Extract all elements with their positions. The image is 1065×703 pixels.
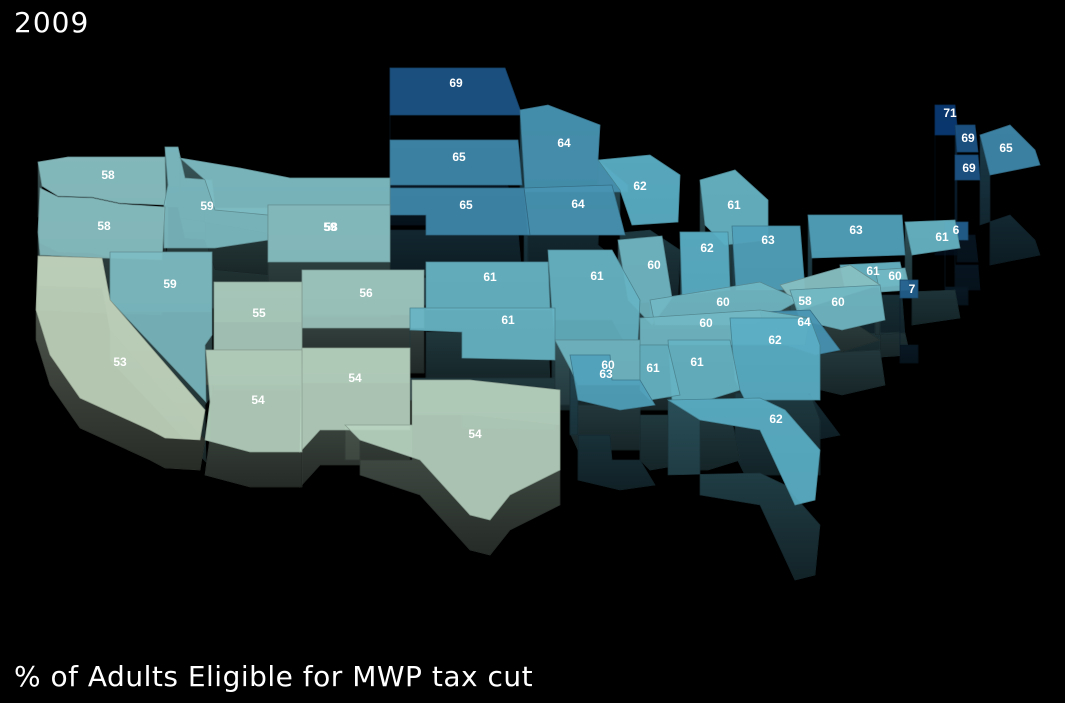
value-label-de: 7 [909,282,916,296]
state-wy[interactable] [267,204,391,263]
state-tops [35,67,1041,521]
value-label-sc: 64 [797,315,811,329]
value-label-la: 63 [599,367,613,381]
value-label-mn: 64 [557,136,571,150]
state-wa[interactable] [37,156,167,206]
value-label-mo: 61 [590,269,604,283]
value-label-ok: 61 [501,313,515,327]
value-label-pa: 63 [849,223,863,237]
state-de[interactable] [899,279,919,299]
state-nh[interactable] [954,124,979,153]
value-label-wi: 62 [633,179,647,193]
value-label-fl: 62 [769,412,783,426]
value-label-md: 60 [888,269,902,283]
value-label-az: 54 [251,393,265,407]
extrusion-shade-tx [345,380,560,555]
state-wi[interactable] [597,154,681,226]
value-label-nm: 54 [348,371,362,385]
value-label-ar: 60 [601,358,615,372]
year-label: 2009 [14,6,90,39]
value-label-me: 65 [999,141,1013,155]
value-label-co: 56 [359,286,373,300]
state-me[interactable] [979,124,1041,176]
value-label-wa: 58 [101,168,115,182]
state-ok[interactable] [409,307,556,361]
value-label-oh: 63 [761,233,775,247]
state-la[interactable] [569,354,656,411]
state-tx[interactable] [344,379,561,521]
extrusion-shade-ca [36,256,205,470]
value-label-wv: 61 [866,264,880,278]
state-ma[interactable] [954,154,981,181]
value-label-ca: 53 [113,355,127,369]
value-label-nc: 60 [831,295,845,309]
value-label-nj: 6 [953,223,960,237]
state-az[interactable] [204,349,303,453]
state-sd[interactable] [389,139,523,186]
value-label-al: 61 [690,355,704,369]
value-label-ky: 60 [716,295,730,309]
value-label-id: 59 [200,199,214,213]
value-label-vt: 71 [943,106,957,120]
value-label-ms: 61 [646,361,660,375]
value-label-va: 58 [798,294,812,308]
value-label-mt: 59 [323,220,337,234]
state-ga[interactable] [729,317,821,401]
value-label-ne: 65 [459,198,473,212]
value-label-tn: 60 [699,316,713,330]
value-label-wy: 58 [324,220,338,234]
value-label-or: 58 [97,219,111,233]
value-label-ny: 61 [935,230,949,244]
state-fl[interactable] [666,397,821,506]
value-label-il: 60 [647,258,661,272]
value-label-nv: 59 [163,277,177,291]
value-label-ut: 55 [252,306,266,320]
map-caption: % of Adults Eligible for MWP tax cut [14,660,534,693]
value-label-tx: 54 [468,427,482,441]
state-pa[interactable] [807,214,906,259]
value-label-ma: 69 [962,161,976,175]
value-label-nd: 69 [449,76,463,90]
value-label-nh: 69 [961,131,975,145]
value-label-in: 62 [700,241,714,255]
value-label-ia: 64 [571,197,585,211]
value-label-mi: 61 [727,198,741,212]
value-label-sd: 65 [452,150,466,164]
state-ny[interactable] [904,219,961,256]
value-label-ga: 62 [768,333,782,347]
value-label-ks: 61 [483,270,497,284]
state-or[interactable] [37,187,166,261]
state-ca[interactable] [35,255,206,441]
